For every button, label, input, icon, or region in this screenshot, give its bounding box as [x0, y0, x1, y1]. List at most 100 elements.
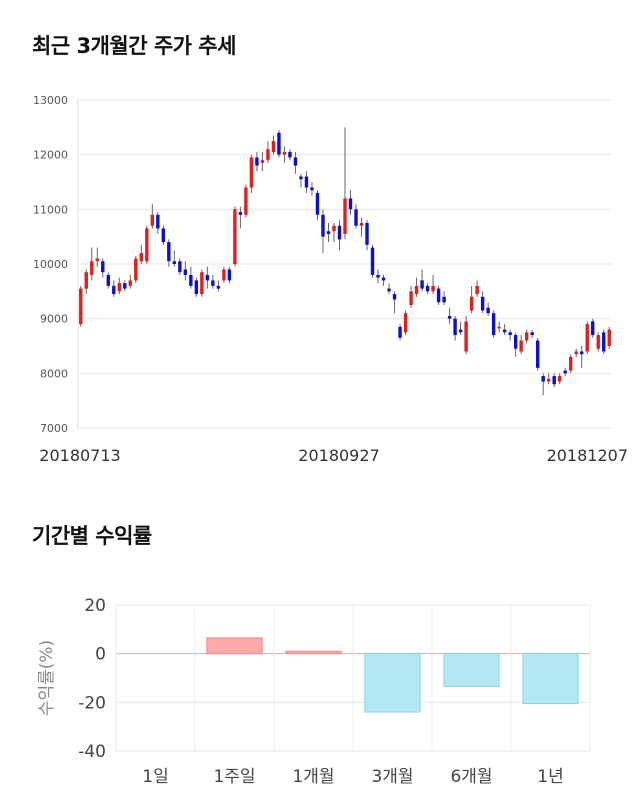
- candle-body: [249, 157, 254, 188]
- candle-body: [552, 376, 556, 385]
- candle-body: [189, 274, 193, 286]
- candle-body: [469, 296, 474, 311]
- candle-body: [205, 274, 210, 281]
- candle-body: [348, 198, 353, 210]
- candle-y-tick-labels: 7000 8000 9000 10000 11000 12000 13000: [33, 94, 68, 435]
- candle-body: [90, 261, 94, 275]
- return-bar: [443, 653, 500, 688]
- candle-y-tick: 10000: [33, 258, 68, 271]
- candle-body: [260, 160, 265, 163]
- bar-x-tick: 1주일: [213, 767, 255, 787]
- price-trend-title: 최근 3개월간 주가 추세: [32, 34, 236, 58]
- candle-body: [436, 288, 441, 303]
- candle-body: [145, 228, 149, 262]
- candle-body: [585, 324, 589, 352]
- candle-body: [178, 261, 182, 273]
- candle-body: [271, 141, 276, 152]
- candle-body: [337, 225, 342, 240]
- candle-body: [266, 149, 270, 161]
- return-bar: [206, 637, 263, 655]
- candle-body: [101, 261, 105, 273]
- candle-body: [161, 228, 166, 243]
- candle-body: [84, 272, 88, 289]
- candle-body: [183, 269, 188, 275]
- candle-body: [414, 285, 419, 295]
- candle-y-tick: 8000: [40, 367, 68, 380]
- candle-body: [200, 272, 204, 295]
- candle-body: [172, 261, 177, 264]
- candle-body: [376, 274, 380, 278]
- candle-body: [607, 329, 611, 346]
- candle-body: [321, 214, 325, 237]
- candle-body: [442, 296, 446, 303]
- candle-body: [508, 332, 512, 336]
- candle-body: [502, 329, 507, 333]
- candle-body: [117, 283, 121, 292]
- candle-body: [222, 269, 226, 281]
- candle-body: [128, 280, 133, 286]
- bar-y-tick: -40: [78, 742, 106, 762]
- return-bar: [522, 653, 579, 705]
- return-bar: [364, 653, 421, 713]
- candle-body: [123, 283, 127, 289]
- bar-y-axis-label: 수익률(%): [37, 640, 57, 716]
- candle-body: [425, 285, 430, 292]
- candle-body: [167, 242, 171, 262]
- candle-body: [392, 294, 397, 300]
- candle-body: [315, 192, 320, 215]
- candle-body: [546, 378, 551, 382]
- bar-gridlines: [115, 604, 591, 752]
- candle-body: [343, 198, 347, 234]
- candle-body: [491, 313, 496, 336]
- candle-body: [293, 157, 298, 166]
- candle-body: [211, 280, 215, 286]
- candle-body: [282, 151, 287, 155]
- candle-body: [535, 340, 540, 368]
- bar-series: [206, 637, 579, 713]
- candle-x-tick: 20181207: [547, 446, 628, 465]
- candle-body: [233, 209, 237, 264]
- candle-body: [288, 151, 292, 158]
- bar-x-tick-labels: 1일 1주일 1개월 3개월 6개월 1년: [142, 767, 563, 787]
- candle-body: [486, 307, 490, 314]
- candle-body: [596, 335, 600, 349]
- candle-body: [458, 329, 463, 333]
- bar-x-tick: 1년: [537, 767, 563, 787]
- candle-body: [299, 176, 303, 180]
- candle-body: [326, 231, 331, 234]
- candle-body: [255, 157, 259, 166]
- candle-body: [431, 285, 435, 292]
- candle-body: [524, 332, 529, 341]
- candle-body: [332, 225, 336, 232]
- candlestick-chart: 7000 8000 9000 10000 11000 12000 13000 2018071…: [33, 94, 628, 465]
- candle-series: [79, 127, 611, 396]
- bar-y-tick: 20: [84, 596, 106, 616]
- candle-body: [95, 258, 99, 262]
- candle-body: [591, 321, 595, 336]
- bar-x-tick: 6개월: [450, 767, 492, 787]
- candle-body: [381, 277, 386, 281]
- candle-body: [365, 223, 369, 245]
- bar-y-tick-labels: -40 -20 0 20: [78, 596, 106, 762]
- candle-body: [541, 376, 545, 382]
- candle-x-tick-labels: 20180713 20180927 20181207: [39, 446, 628, 465]
- candle-body: [112, 285, 116, 295]
- candle-body: [403, 313, 408, 333]
- bar-x-tick: 1일: [142, 767, 168, 787]
- candle-y-tick: 9000: [40, 313, 68, 326]
- candle-body: [497, 326, 501, 329]
- candle-body: [310, 187, 314, 191]
- candle-body: [370, 247, 375, 275]
- candle-body: [420, 280, 424, 289]
- candle-body: [134, 258, 138, 281]
- candle-x-tick: 20180927: [298, 446, 379, 465]
- candle-body: [194, 280, 199, 295]
- candle-body: [574, 351, 578, 355]
- candle-body: [602, 332, 606, 352]
- candle-y-tick: 13000: [33, 94, 68, 107]
- candle-body: [480, 296, 485, 311]
- candle-body: [475, 285, 479, 295]
- candle-body: [464, 321, 468, 352]
- candle-body: [304, 176, 309, 188]
- candle-body: [277, 132, 281, 155]
